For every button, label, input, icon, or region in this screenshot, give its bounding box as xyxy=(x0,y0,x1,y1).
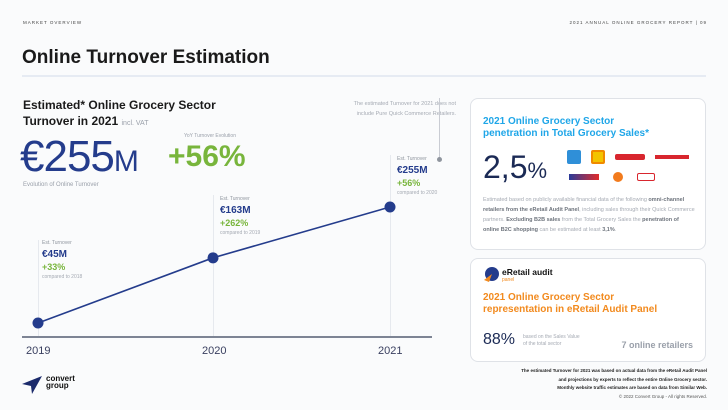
penetration-unit: % xyxy=(527,158,548,183)
online-retailers-count: 7 online retailers xyxy=(621,340,693,350)
penetration-description: Estimated based on publicly available fi… xyxy=(483,197,695,233)
penetration-card: 2021 Online Grocery Sector penetration i… xyxy=(470,98,706,250)
eretail-brand-sub: panel xyxy=(502,277,515,283)
yoy-label: YoY Turnover Evolution xyxy=(184,133,236,139)
note-connector-dot xyxy=(437,157,442,162)
footnote: The estimated Turnover for 2021 was base… xyxy=(447,367,707,401)
eretail-brand: eRetail audit xyxy=(502,267,553,277)
turnover-unit: M xyxy=(113,145,139,178)
data-point-2019 xyxy=(32,317,44,329)
eretail-audit-logo-icon xyxy=(484,267,499,282)
kpi-heading-line1: Estimated* Online Grocery Sector xyxy=(23,98,216,112)
x-tick-label: 2020 xyxy=(202,345,227,357)
turnover-number: €255 xyxy=(20,132,115,181)
gridline-2019 xyxy=(38,240,39,337)
audit-note-line2: of the total sector xyxy=(523,341,562,347)
section-label: MARKET OVERVIEW xyxy=(23,20,83,25)
point-label: Est. Turnover €255M +56% compared to 202… xyxy=(397,156,437,196)
label-change: +262% xyxy=(220,218,249,228)
penetration-value: 2,5% xyxy=(483,149,547,186)
penetration-title: 2021 Online Grocery Sector penetration i… xyxy=(483,116,649,140)
logo-text: convert group xyxy=(46,374,75,390)
label-change: +33% xyxy=(42,262,66,272)
footnote-line2: and projections by experts to reflect th… xyxy=(558,376,707,382)
kpi-heading-line2: Turnover in 2021 xyxy=(23,114,119,128)
audit-share-value: 88% xyxy=(483,331,516,348)
audit-panel-card: eRetail audit panel 2021 Online Grocery … xyxy=(470,258,706,362)
label-title: Est. Turnover xyxy=(220,196,250,202)
vat-note: incl. VAT xyxy=(121,120,149,127)
x-tick-label: 2021 xyxy=(378,345,403,357)
retailer-logo-bazaar-icon xyxy=(591,150,605,164)
audit-title-line2: representation in eRetail Audit Panel xyxy=(483,304,658,315)
retailer-logo-xalkiadakis-icon xyxy=(637,173,655,181)
yoy-value: +56% xyxy=(168,140,246,173)
audit-share-note: based on the Sales Value of the total se… xyxy=(523,334,580,348)
point-label: Est. Turnover €163M +262% compared to 20… xyxy=(220,196,260,236)
audit-note-line1: based on the Sales Value xyxy=(523,334,580,340)
title-divider xyxy=(22,75,706,77)
gridline-2020 xyxy=(213,195,214,337)
penetration-number: 2,5 xyxy=(483,149,528,185)
footnote-line3: Monthly website traffic estimates are ba… xyxy=(557,385,707,390)
retailer-logo-mymarket-icon xyxy=(569,174,599,180)
evolution-label: Evolution of Online Turnover xyxy=(23,182,99,188)
data-point-2021 xyxy=(384,201,396,213)
label-compare: compared to 2020 xyxy=(397,190,438,196)
data-point-2020 xyxy=(207,252,219,264)
retailer-logo-ab-icon xyxy=(567,150,581,164)
gridline-2021 xyxy=(390,155,391,337)
label-value: €255M xyxy=(397,165,428,176)
label-compare: compared to 2019 xyxy=(220,230,261,236)
label-change: +56% xyxy=(397,178,421,188)
quick-commerce-note: The estimated Turnover for 2021 does not… xyxy=(300,99,456,119)
x-tick-label: 2019 xyxy=(26,345,51,357)
retailer-logos-row2 xyxy=(569,172,655,182)
page-title: Online Turnover Estimation xyxy=(22,47,270,68)
label-title: Est. Turnover xyxy=(42,240,72,246)
label-compare: compared to 2018 xyxy=(42,274,83,280)
retailer-logos-row1 xyxy=(567,150,689,164)
kpi-heading: Estimated* Online Grocery Sector Turnove… xyxy=(23,97,263,132)
turnover-value: €255M xyxy=(20,135,139,182)
footnote-line1: The estimated Turnover for 2021 was base… xyxy=(521,368,707,373)
series-line xyxy=(37,206,391,324)
copyright: © 2022 Convert Group - All rights Reserv… xyxy=(618,393,707,399)
note-line1: The estimated Turnover for 2021 does not xyxy=(353,101,456,107)
convert-group-logo-icon xyxy=(22,376,42,394)
label-title: Est. Turnover xyxy=(397,156,427,162)
retailer-logo-sklavenitis-icon xyxy=(613,172,623,182)
audit-title: 2021 Online Grocery Sector representatio… xyxy=(483,292,657,316)
penetration-title-line2: penetration in Total Grocery Sales* xyxy=(483,128,649,139)
audit-title-line1: 2021 Online Grocery Sector xyxy=(483,292,615,303)
logo-line1: convert xyxy=(46,374,75,383)
retailer-logo-masoutis-icon xyxy=(655,155,689,159)
logo-line2: group xyxy=(46,381,69,390)
penetration-title-line1: 2021 Online Grocery Sector xyxy=(483,116,615,127)
retailer-logo-kritikos-icon xyxy=(615,154,645,160)
note-connector xyxy=(439,98,440,158)
point-label: Est. Turnover €45M +33% compared to 2018 xyxy=(42,240,82,280)
note-line2: include Pure Quick Commerce Retailers. xyxy=(356,111,456,117)
label-value: €45M xyxy=(42,249,68,260)
label-value: €163M xyxy=(220,205,251,216)
report-label: 2021 ANNUAL ONLINE GROCERY REPORT | 09 xyxy=(569,20,707,25)
